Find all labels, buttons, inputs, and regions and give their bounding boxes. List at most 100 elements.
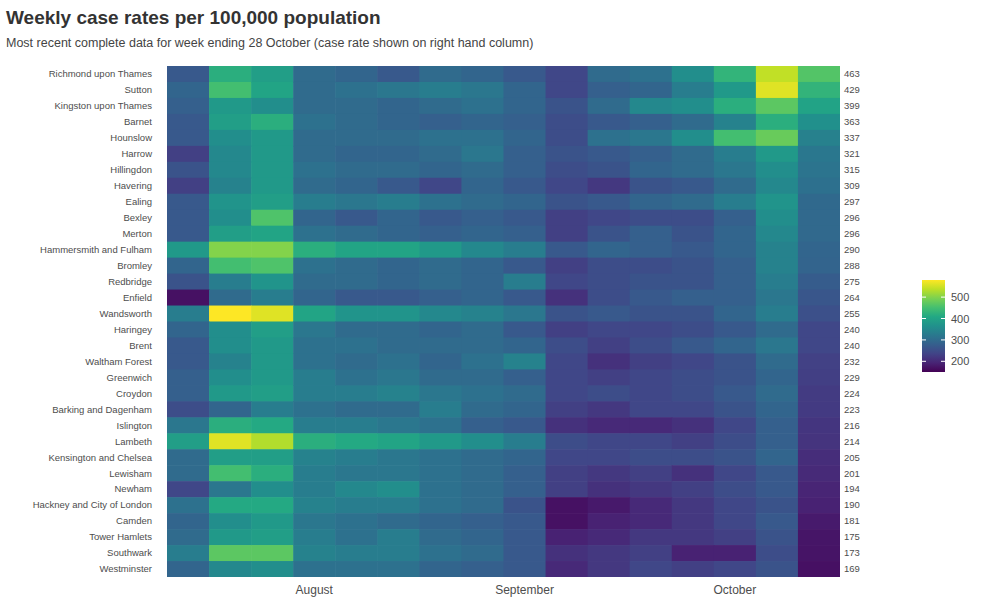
heat-cell bbox=[461, 433, 504, 450]
heat-cell bbox=[293, 114, 336, 131]
heat-cell bbox=[630, 130, 673, 147]
heat-cell bbox=[588, 82, 631, 99]
heat-cell bbox=[335, 162, 378, 179]
heat-cell bbox=[419, 337, 462, 354]
value-label: 399 bbox=[844, 100, 860, 111]
value-label: 255 bbox=[844, 308, 860, 319]
heat-cell bbox=[377, 226, 420, 243]
heat-cell bbox=[588, 274, 631, 291]
heat-cell bbox=[335, 66, 378, 83]
colorbar bbox=[922, 280, 945, 372]
heat-cell bbox=[672, 481, 715, 498]
heat-cell bbox=[798, 545, 840, 562]
heat-cell bbox=[756, 513, 799, 530]
heat-cell bbox=[251, 258, 294, 275]
heat-cell bbox=[588, 258, 631, 275]
heat-cell bbox=[546, 401, 589, 418]
heat-cell bbox=[335, 210, 378, 227]
heat-cell bbox=[798, 178, 840, 195]
heat-cell bbox=[756, 274, 799, 291]
heat-cell bbox=[588, 242, 631, 259]
heat-cell bbox=[377, 433, 420, 450]
heat-cell bbox=[461, 66, 504, 83]
heat-cell bbox=[756, 242, 799, 259]
row-label: Waltham Forest bbox=[85, 356, 152, 367]
heat-cell bbox=[756, 322, 799, 339]
heat-cell bbox=[504, 258, 547, 275]
heat-cell bbox=[756, 114, 799, 131]
value-label: 240 bbox=[844, 340, 860, 351]
heat-cell bbox=[630, 401, 673, 418]
heat-cell bbox=[798, 322, 840, 339]
heat-cell bbox=[672, 513, 715, 530]
heat-cell bbox=[209, 561, 252, 577]
heat-cell bbox=[672, 130, 715, 147]
colorbar-tick bbox=[941, 318, 945, 319]
heat-cell bbox=[714, 98, 757, 115]
row-label: Lambeth bbox=[115, 436, 152, 447]
heat-cell bbox=[672, 210, 715, 227]
row-label: Lewisham bbox=[109, 468, 152, 479]
heat-cell bbox=[672, 385, 715, 402]
row-label: Croydon bbox=[116, 388, 152, 399]
heat-cell bbox=[293, 290, 336, 307]
heat-cell bbox=[714, 353, 757, 370]
heat-cell bbox=[546, 290, 589, 307]
heat-cell bbox=[461, 306, 504, 323]
heat-cell bbox=[756, 481, 799, 498]
heat-cell bbox=[630, 513, 673, 530]
heat-cell bbox=[672, 449, 715, 466]
heat-cell bbox=[672, 353, 715, 370]
heat-cell bbox=[419, 513, 462, 530]
heat-cell bbox=[672, 401, 715, 418]
heat-cell bbox=[461, 322, 504, 339]
heat-cell bbox=[377, 146, 420, 163]
heat-cell bbox=[167, 465, 210, 482]
heat-cell bbox=[209, 513, 252, 530]
heat-cell bbox=[251, 114, 294, 131]
heat-cell bbox=[504, 210, 547, 227]
heat-cell bbox=[588, 162, 631, 179]
heat-cell bbox=[588, 306, 631, 323]
heat-cell bbox=[209, 226, 252, 243]
heat-cell bbox=[293, 258, 336, 275]
heat-cell bbox=[419, 210, 462, 227]
value-label: 229 bbox=[844, 372, 860, 383]
heat-cell bbox=[419, 82, 462, 99]
heat-cell bbox=[209, 385, 252, 402]
heat-cell bbox=[251, 369, 294, 386]
heat-cell bbox=[461, 146, 504, 163]
heat-cell bbox=[588, 465, 631, 482]
heat-cell bbox=[209, 417, 252, 434]
heat-cell bbox=[672, 258, 715, 275]
colorbar-tick bbox=[941, 297, 945, 298]
heat-cell bbox=[714, 433, 757, 450]
heat-cell bbox=[167, 322, 210, 339]
row-label: Haringey bbox=[114, 324, 152, 335]
heat-cell bbox=[209, 401, 252, 418]
heat-cell bbox=[546, 513, 589, 530]
value-label: 337 bbox=[844, 132, 860, 143]
heat-cell bbox=[251, 242, 294, 259]
heat-cell bbox=[546, 306, 589, 323]
heat-cell bbox=[251, 545, 294, 562]
heat-cell bbox=[546, 82, 589, 99]
heat-cell bbox=[588, 401, 631, 418]
heat-cell bbox=[588, 146, 631, 163]
heat-cell bbox=[167, 114, 210, 131]
heat-cell bbox=[588, 497, 631, 514]
value-label: 264 bbox=[844, 292, 860, 303]
heat-cell bbox=[419, 146, 462, 163]
heat-cell bbox=[630, 242, 673, 259]
heat-cell bbox=[588, 481, 631, 498]
heat-cell bbox=[167, 146, 210, 163]
heat-cell bbox=[293, 449, 336, 466]
heat-cell bbox=[419, 66, 462, 83]
heat-cell bbox=[630, 433, 673, 450]
heat-cell bbox=[672, 322, 715, 339]
heat-cell bbox=[167, 98, 210, 115]
heat-cell bbox=[714, 497, 757, 514]
heat-cell bbox=[504, 290, 547, 307]
heat-cell bbox=[504, 337, 547, 354]
heat-cell bbox=[209, 529, 252, 546]
